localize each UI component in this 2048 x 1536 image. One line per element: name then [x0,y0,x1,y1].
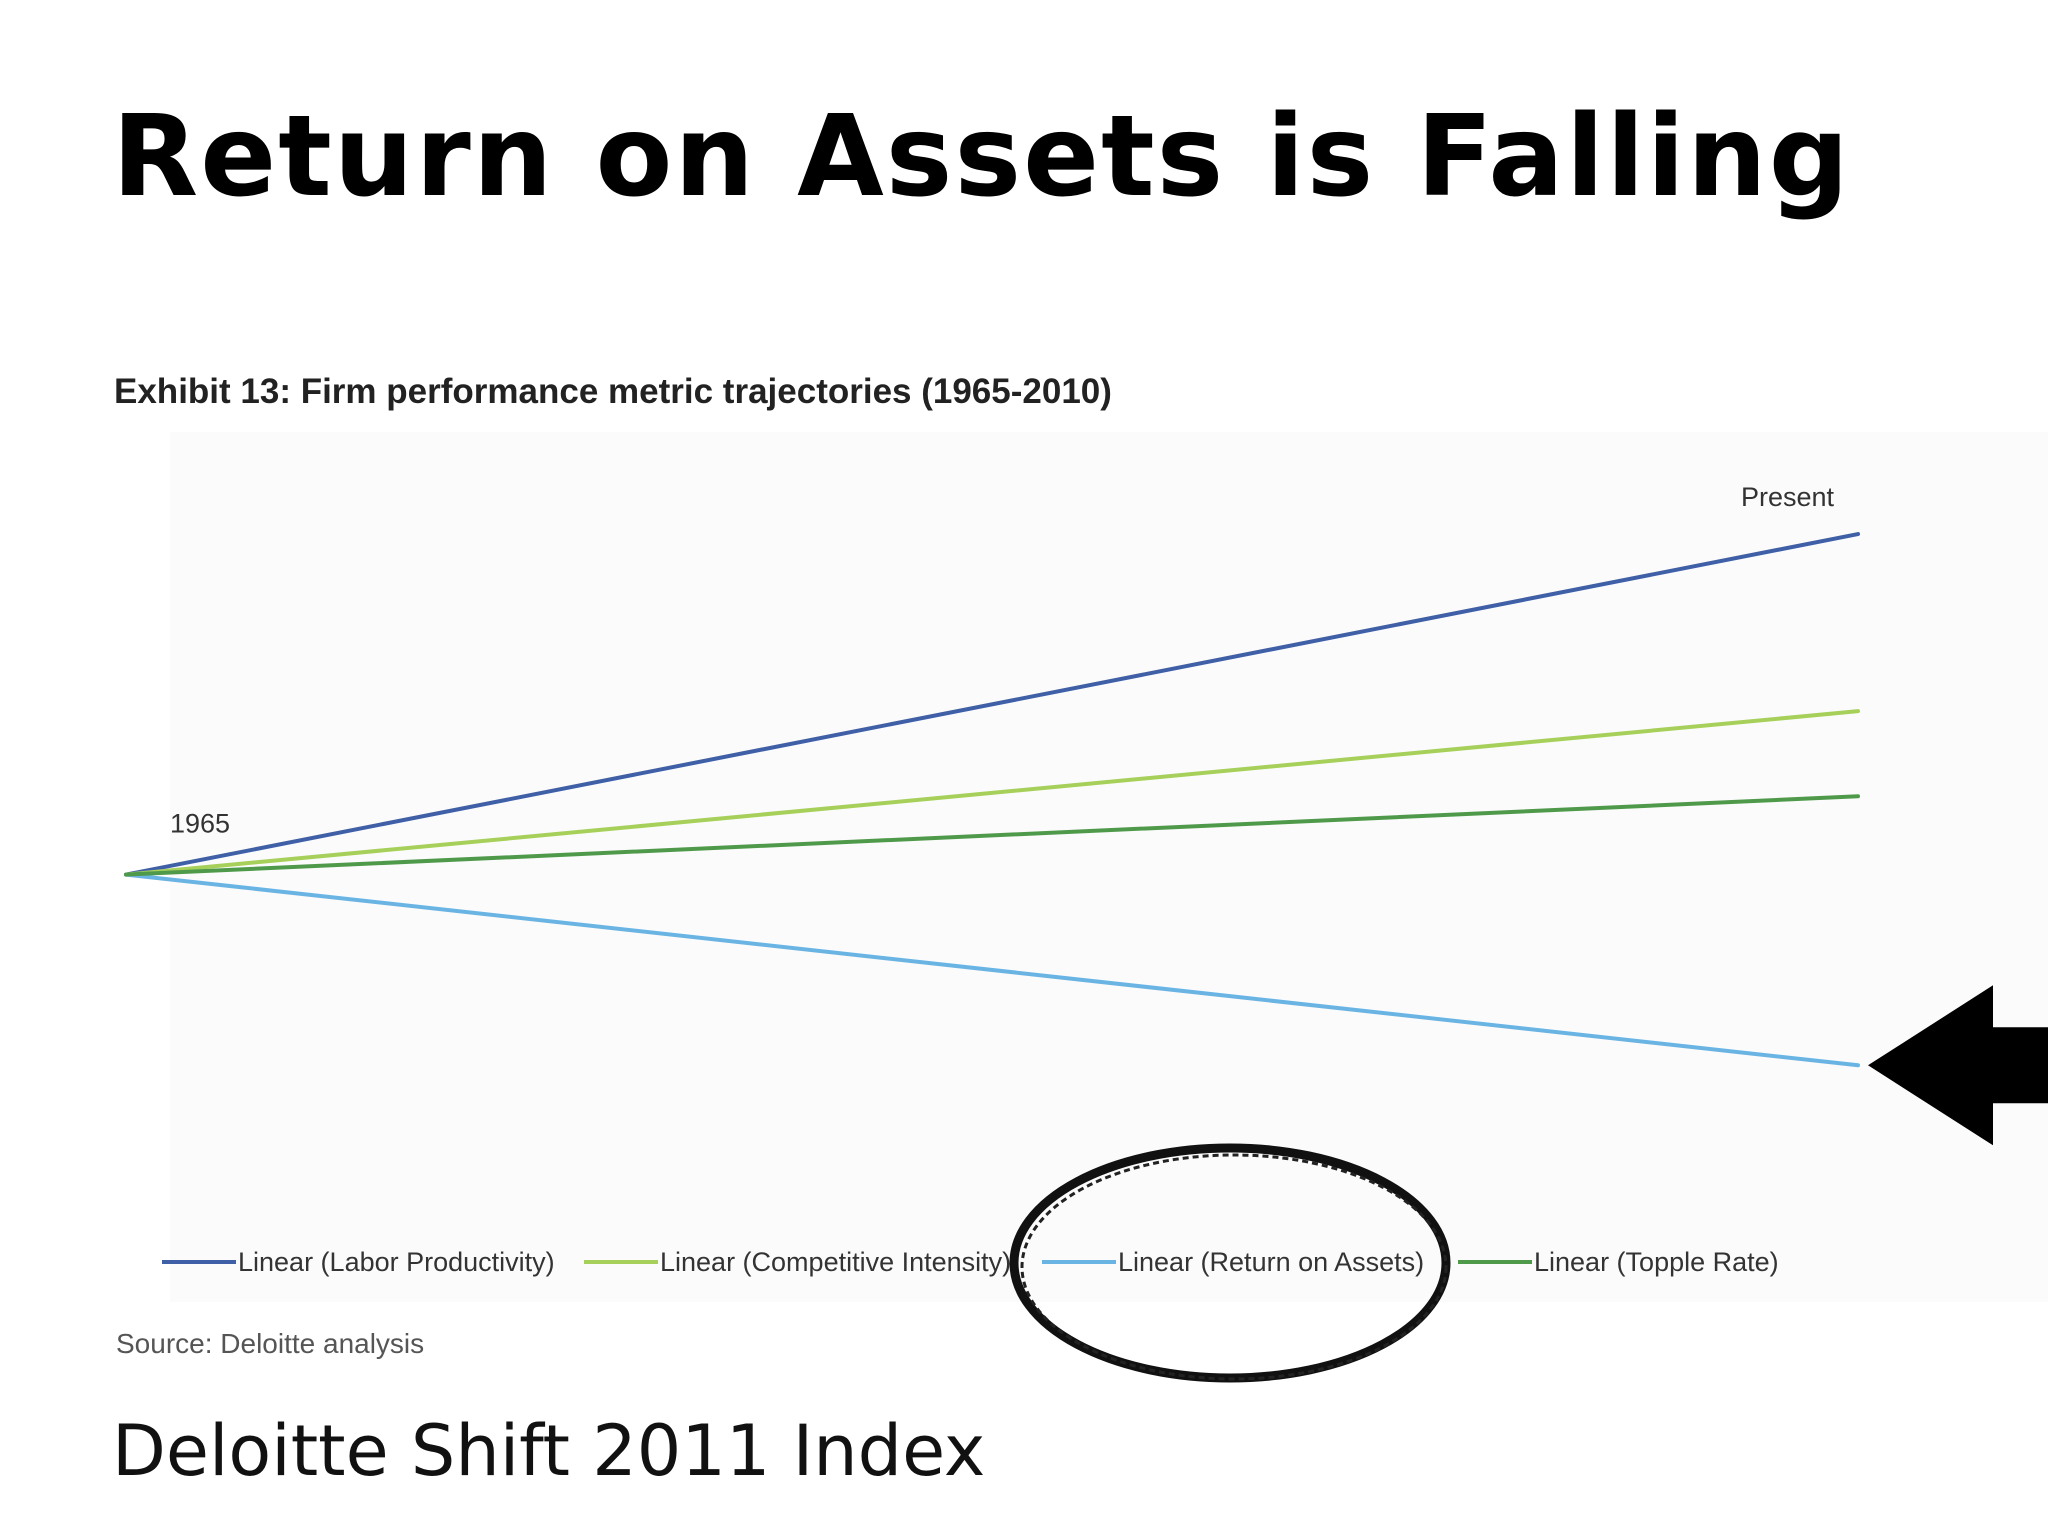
highlight-arrow [1868,985,2048,1146]
series-lines [124,532,1860,1068]
series-line-linear-labor-productivity [124,532,1860,877]
series-line-linear-topple-rate [124,794,1860,877]
chart-panel [170,432,2048,1302]
legend-label-linear-competitive-intensity: Linear (Competitive Intensity) [660,1247,1011,1277]
chart-legend: Linear (Labor Productivity) Linear (Compe… [162,1247,1779,1277]
chart-title: Exhibit 13: Firm performance metric traj… [114,372,1112,411]
series-line-linear-return-on-assets [124,872,1860,1068]
legend-label-linear-topple-rate: Linear (Topple Rate) [1534,1247,1779,1277]
series-line-linear-competitive-intensity [124,709,1860,877]
legend-label-linear-labor-productivity: Linear (Labor Productivity) [238,1247,555,1277]
highlight-circle-outline [1020,1153,1448,1381]
start-point-label: 1965 [170,809,230,839]
point-labels: 1965 Present [170,482,1834,839]
annotations [1009,985,2048,1383]
source-note: Source: Deloitte analysis [116,1328,425,1359]
slide-title: Return on Assets is Falling [112,92,1851,222]
end-point-label: Present [1741,482,1835,512]
legend-label-linear-return-on-assets: Linear (Return on Assets) [1118,1247,1424,1277]
footer-caption: Deloitte Shift 2011 Index [112,1410,986,1492]
